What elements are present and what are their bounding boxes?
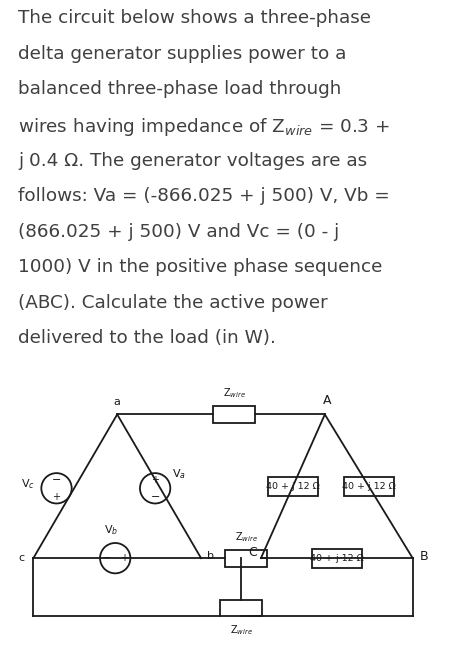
- Text: Z$_{wire}$: Z$_{wire}$: [235, 530, 257, 544]
- Text: V$_c$: V$_c$: [21, 477, 36, 491]
- FancyBboxPatch shape: [213, 406, 255, 422]
- FancyBboxPatch shape: [312, 549, 362, 567]
- FancyBboxPatch shape: [220, 600, 262, 616]
- Text: −: −: [151, 491, 160, 502]
- Text: +: +: [151, 475, 159, 485]
- Text: 40 + j 12 Ω: 40 + j 12 Ω: [266, 482, 320, 491]
- Text: balanced three-phase load through: balanced three-phase load through: [18, 81, 342, 98]
- Text: 40 + j 12 Ω: 40 + j 12 Ω: [310, 554, 364, 563]
- Text: A: A: [322, 395, 331, 408]
- Text: −: −: [52, 475, 61, 485]
- FancyBboxPatch shape: [268, 476, 318, 496]
- Text: c: c: [18, 553, 24, 563]
- Text: delta generator supplies power to a: delta generator supplies power to a: [18, 45, 347, 63]
- Text: C: C: [248, 546, 257, 559]
- Text: −: −: [102, 553, 111, 563]
- Text: 40 + j 12 Ω: 40 + j 12 Ω: [342, 482, 395, 491]
- Text: The circuit below shows a three-phase: The circuit below shows a three-phase: [18, 9, 371, 27]
- Text: wires having impedance of Z$_{wire}$ = 0.3 +: wires having impedance of Z$_{wire}$ = 0…: [18, 116, 390, 138]
- Text: j 0.4 Ω. The generator voltages are as: j 0.4 Ω. The generator voltages are as: [18, 151, 368, 170]
- Text: B: B: [420, 550, 428, 563]
- FancyBboxPatch shape: [344, 476, 394, 496]
- FancyBboxPatch shape: [225, 550, 267, 567]
- Text: V$_b$: V$_b$: [104, 524, 118, 538]
- Text: +: +: [120, 553, 128, 563]
- Text: (866.025 + j 500) V and Vc = (0 - j: (866.025 + j 500) V and Vc = (0 - j: [18, 223, 340, 240]
- Text: b: b: [207, 551, 214, 561]
- Text: Z$_{wire}$: Z$_{wire}$: [223, 386, 245, 400]
- Text: 1000) V in the positive phase sequence: 1000) V in the positive phase sequence: [18, 258, 383, 276]
- Text: follows: Va = (-866.025 + j 500) V, Vb =: follows: Va = (-866.025 + j 500) V, Vb =: [18, 187, 390, 205]
- Text: delivered to the load (in W).: delivered to the load (in W).: [18, 330, 276, 347]
- Text: +: +: [53, 491, 61, 502]
- Text: (ABC). Calculate the active power: (ABC). Calculate the active power: [18, 294, 328, 312]
- Text: a: a: [114, 397, 121, 408]
- Text: V$_a$: V$_a$: [172, 467, 186, 481]
- Text: Z$_{wire}$: Z$_{wire}$: [230, 623, 252, 638]
